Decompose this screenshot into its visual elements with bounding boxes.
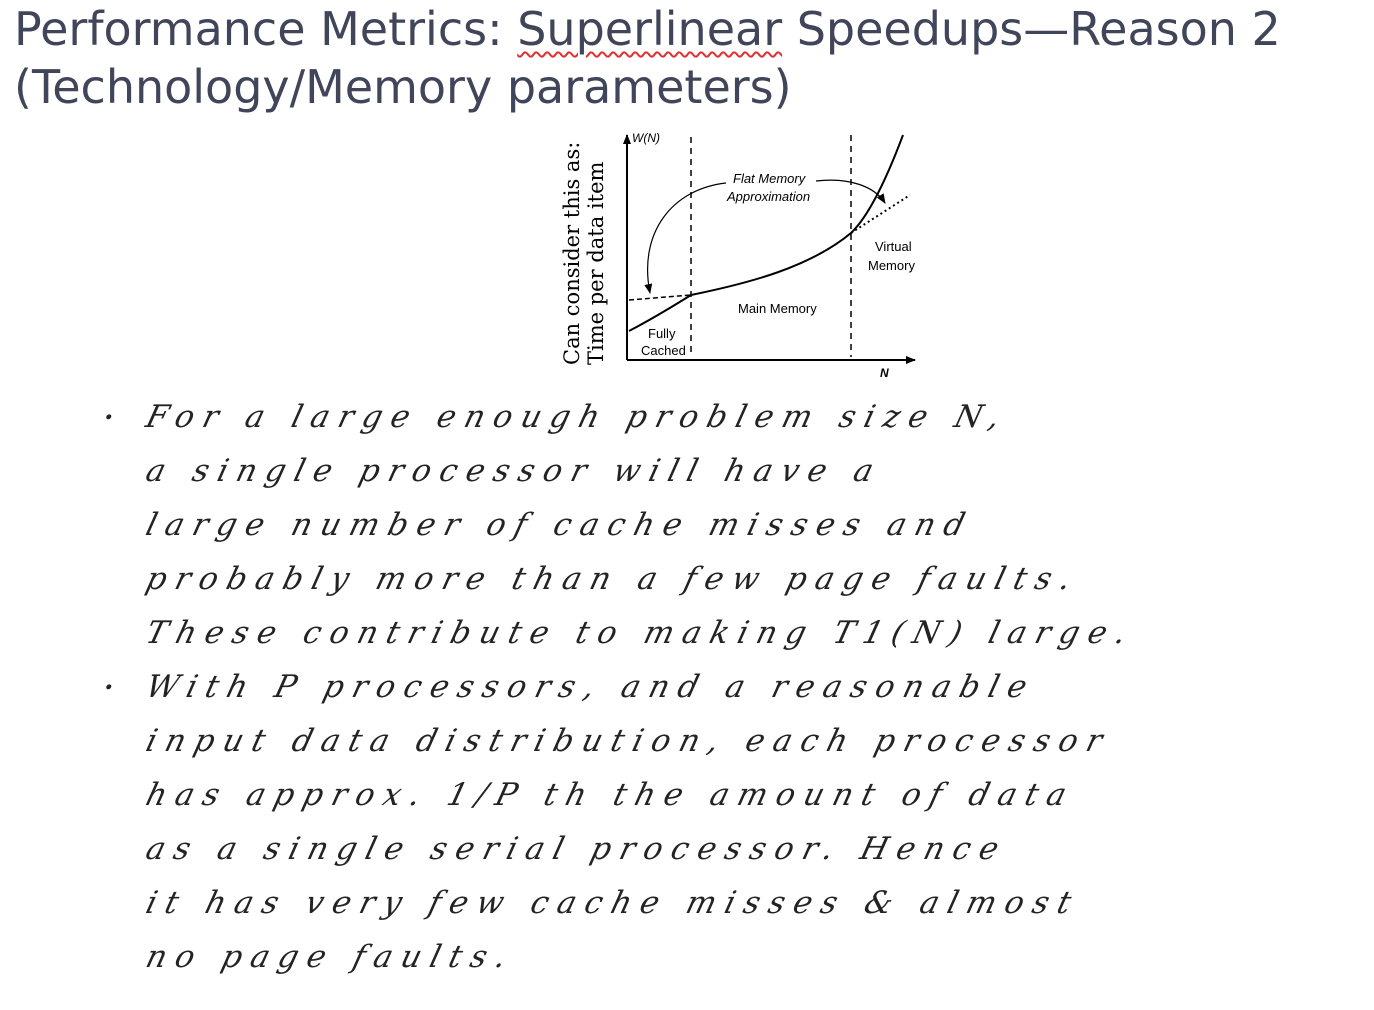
handwritten-line: it has very few cache misses & almost [142, 885, 1084, 921]
handwritten-notes: For a large enough problem size N,a sing… [100, 390, 1350, 984]
handwritten-line: These contribute to making T1(N) large. [142, 615, 1140, 651]
handwritten-line: large number of cache misses and [142, 507, 978, 543]
handwritten-line: With P processors, and a reasonable [100, 660, 1363, 714]
flat-memory-dashed-line [628, 294, 692, 301]
flat-memory-dotted-extension [850, 194, 911, 234]
handwritten-line: a single processor will have a [142, 453, 887, 489]
x-axis-label: N [880, 366, 889, 380]
handwritten-line: no page faults. [142, 939, 520, 975]
fully-cached-label-2: Cached [641, 343, 686, 358]
handwritten-line: input data distribution, each processor [142, 723, 1116, 759]
fully-cached-label-1: Fully [648, 326, 676, 341]
title-part-1: Performance Metrics: [14, 2, 518, 56]
virtual-memory-label-2: Memory [868, 258, 915, 273]
main-memory-label: Main Memory [738, 301, 817, 316]
flat-memory-left-arrow [644, 182, 727, 294]
handwritten-line: has approx. 1/P th the amount of data [142, 777, 1080, 813]
y-axis-label: W(N) [632, 131, 660, 145]
title-superlinear-word: Superlinear [517, 2, 783, 56]
memory-hierarchy-graph: W(N) N Flat Memory Approximation Virtual… [623, 131, 916, 380]
title-line-2: (Technology/Memory parameters) [14, 60, 792, 114]
handwritten-line: For a large enough problem size N, [100, 390, 1363, 444]
handwritten-line: probably more than a few page faults. [142, 561, 1084, 597]
slide-title: Performance Metrics: Superlinear Speedup… [14, 0, 1281, 116]
title-part-2: Speedups—Reason 2 [782, 2, 1281, 56]
flat-memory-label-2: Approximation [726, 189, 810, 204]
virtual-memory-label-1: Virtual [875, 239, 912, 254]
handwritten-line: as a single serial processor. Hence [142, 831, 1012, 867]
flat-memory-label-1: Flat Memory [733, 171, 807, 186]
y-annotation-line-1: Can consider this as: [560, 141, 584, 365]
flat-memory-right-arrow [815, 179, 886, 204]
